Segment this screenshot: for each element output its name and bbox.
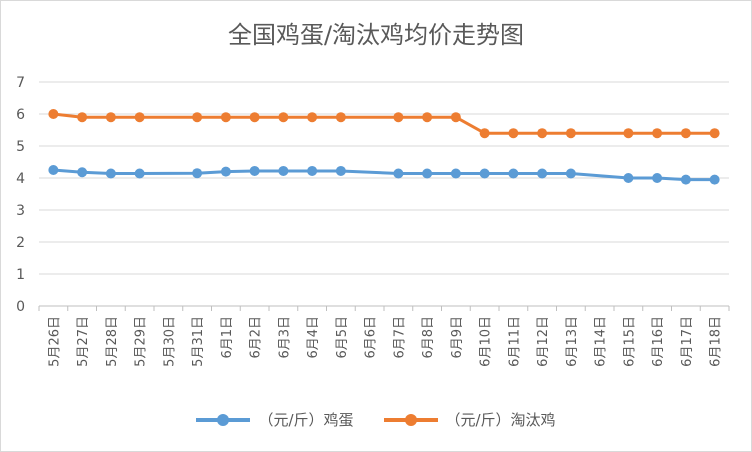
- x-tick-label: 6月9日: [450, 316, 465, 359]
- data-point: [48, 165, 59, 175]
- legend-marker-spent-hens: [383, 413, 438, 426]
- data-point: [422, 112, 433, 123]
- data-point: [393, 168, 404, 179]
- data-point: [278, 112, 289, 123]
- x-tick-label: 5月28日: [105, 316, 120, 367]
- data-point: [48, 109, 59, 119]
- x-tick-label: 5月30日: [162, 316, 177, 367]
- x-tick-label: 6月13日: [565, 316, 580, 367]
- data-point: [680, 174, 691, 185]
- x-tick-label: 6月16日: [651, 316, 666, 367]
- data-point: [565, 128, 576, 139]
- x-tick-label: 6月10日: [479, 316, 494, 367]
- x-tick-label: 5月26日: [47, 316, 62, 367]
- x-tick-label: 6月17日: [680, 316, 695, 367]
- data-point: [220, 112, 231, 123]
- x-tick-label: 6月8日: [421, 316, 436, 359]
- x-tick-label: 6月2日: [249, 316, 264, 359]
- data-point: [192, 168, 203, 179]
- data-point: [393, 112, 404, 123]
- data-point: [249, 112, 260, 123]
- data-point: [508, 128, 519, 139]
- data-point: [680, 128, 691, 139]
- data-point: [249, 165, 260, 176]
- x-tick-label: 5月29日: [134, 316, 149, 367]
- y-tick-label: 3: [16, 203, 25, 219]
- y-tick-label: 0: [16, 299, 25, 315]
- data-point: [105, 168, 116, 179]
- x-tick-label: 5月27日: [76, 316, 91, 367]
- y-tick-label: 6: [16, 107, 25, 123]
- data-point: [77, 112, 88, 123]
- x-tick-label: 6月3日: [277, 316, 292, 359]
- y-tick-label: 7: [16, 75, 25, 91]
- x-tick-label: 6月5日: [335, 316, 350, 359]
- data-point: [652, 173, 663, 183]
- data-point: [508, 168, 519, 179]
- x-tick-label: 6月14日: [594, 316, 609, 367]
- y-tick-label: 1: [16, 267, 25, 283]
- data-point: [537, 128, 548, 139]
- data-point: [307, 112, 318, 123]
- x-tick-label: 5月31日: [191, 316, 206, 367]
- data-point: [335, 165, 346, 176]
- series-line: [53, 112, 715, 135]
- data-point: [623, 173, 634, 183]
- x-tick-label: 6月15日: [622, 316, 637, 367]
- data-point: [134, 112, 145, 123]
- data-point: [134, 168, 145, 179]
- data-point: [709, 174, 720, 185]
- legend-marker-eggs: [196, 413, 251, 426]
- y-tick-label: 2: [16, 235, 25, 251]
- legend-label-eggs: （元/斤）鸡蛋: [258, 411, 354, 429]
- legend-item-spent-hens: （元/斤）淘汰鸡: [383, 409, 556, 430]
- data-point: [220, 166, 231, 177]
- data-point: [479, 128, 490, 139]
- x-tick-label: 6月11日: [507, 316, 522, 367]
- legend-label-spent-hens: （元/斤）淘汰鸡: [445, 411, 556, 429]
- x-tick-label: 6月1日: [220, 316, 235, 359]
- data-point: [192, 112, 203, 123]
- x-tick-label: 6月4日: [306, 316, 321, 359]
- data-point: [450, 168, 461, 179]
- data-point: [565, 168, 576, 179]
- data-point: [77, 167, 88, 178]
- data-point: [623, 128, 634, 139]
- data-point: [278, 165, 289, 176]
- legend-item-eggs: （元/斤）鸡蛋: [196, 409, 354, 430]
- x-tick-label: 6月6日: [364, 316, 379, 359]
- x-tick-label: 6月12日: [536, 316, 551, 367]
- data-point: [307, 165, 318, 176]
- x-tick-label: 6月18日: [709, 316, 724, 367]
- y-tick-label: 4: [16, 171, 25, 187]
- x-tick-label: 6月7日: [392, 316, 407, 359]
- legend: （元/斤）鸡蛋 （元/斤）淘汰鸡: [1, 409, 751, 430]
- data-point: [422, 168, 433, 179]
- data-point: [105, 112, 116, 123]
- data-point: [709, 128, 720, 139]
- y-tick-label: 5: [16, 139, 25, 155]
- data-point: [479, 168, 490, 179]
- data-point: [450, 112, 461, 123]
- data-point: [537, 168, 548, 179]
- chart-title: 全国鸡蛋/淘汰鸡均价走势图: [227, 21, 525, 49]
- data-point: [335, 112, 346, 123]
- data-point: [652, 128, 663, 139]
